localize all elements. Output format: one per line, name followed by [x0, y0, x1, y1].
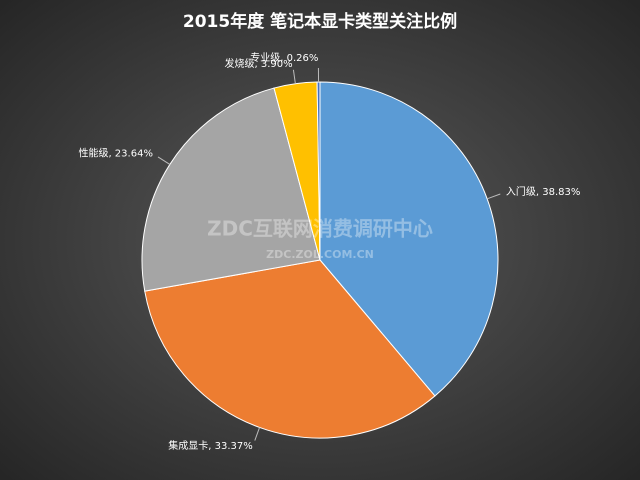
chart-title: 2015年度 笔记本显卡类型关注比例: [183, 11, 457, 32]
pie-slice: [144, 259, 436, 439]
pie-slice: [316, 81, 321, 261]
leader-line: [292, 69, 296, 84]
leader-line: [486, 193, 501, 200]
data-label: 入门级, 38.83%: [506, 185, 581, 198]
data-label: 专业级, 0.26%: [250, 51, 318, 64]
data-label: 集成显卡, 33.37%: [168, 439, 253, 452]
pie-slice: [141, 87, 321, 292]
leader-line: [254, 427, 261, 441]
watermark: ZDC互联网消费调研中心: [207, 217, 433, 241]
leader-line: [157, 156, 171, 165]
data-label: 发烧级, 3.90%: [224, 57, 292, 70]
data-label: 性能级, 23.64%: [78, 147, 153, 160]
watermark-url: ZDC.ZOL.COM.CN: [266, 248, 374, 261]
